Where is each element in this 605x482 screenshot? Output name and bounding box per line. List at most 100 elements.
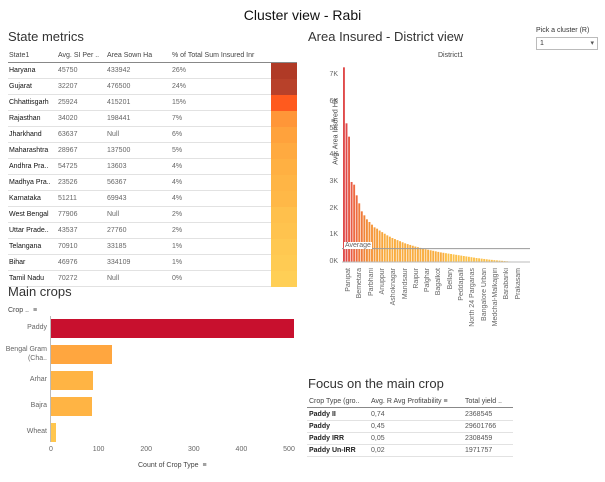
crop-bar[interactable] <box>51 423 56 442</box>
district-bar[interactable] <box>501 260 503 262</box>
district-bar[interactable] <box>493 260 496 262</box>
district-bar[interactable] <box>439 252 442 262</box>
district-bar[interactable] <box>465 256 468 262</box>
district-bar[interactable] <box>483 258 486 262</box>
district-bar[interactable] <box>358 203 361 262</box>
district-bar[interactable] <box>396 240 399 262</box>
district-bar[interactable] <box>345 123 348 262</box>
crop-bar[interactable] <box>51 397 92 416</box>
state-row[interactable]: Rajasthan 34020 198441 7% <box>8 111 271 127</box>
district-bar[interactable] <box>350 182 353 262</box>
crop-bar[interactable] <box>51 345 112 364</box>
state-row[interactable]: Jharkhand 63637 Null 6% <box>8 127 271 143</box>
crop-bar[interactable] <box>51 319 294 338</box>
district-bar[interactable] <box>363 215 366 262</box>
district-bar[interactable] <box>457 255 460 262</box>
district-bar[interactable] <box>445 253 447 262</box>
district-bar[interactable] <box>414 246 417 262</box>
district-bar[interactable] <box>447 253 450 262</box>
state-row[interactable]: Tamil Nadu 70272 Null 0% <box>8 271 271 287</box>
sort-icon[interactable]: ≡ <box>331 118 336 125</box>
heat-cell[interactable] <box>271 255 297 271</box>
district-bar[interactable] <box>429 250 432 262</box>
district-bar[interactable] <box>490 259 493 262</box>
district-bar[interactable] <box>383 233 386 262</box>
district-bar[interactable] <box>427 249 430 262</box>
state-row[interactable]: Haryana 45750 433942 26% <box>8 63 271 79</box>
focus-col-total-yield[interactable]: Total yield .. <box>465 398 502 405</box>
district-bar[interactable] <box>442 252 445 262</box>
district-bar[interactable] <box>437 251 440 262</box>
heat-cell[interactable] <box>271 127 297 143</box>
district-bar[interactable] <box>411 245 414 262</box>
col-header-area-sown[interactable]: Area Sown Ha <box>107 52 153 59</box>
district-bar[interactable] <box>365 219 368 262</box>
district-bar[interactable] <box>376 228 379 262</box>
district-bar[interactable] <box>496 260 498 262</box>
district-bar[interactable] <box>452 254 455 262</box>
district-bar[interactable] <box>478 258 481 262</box>
district-bar[interactable] <box>424 249 427 262</box>
district-bar[interactable] <box>343 67 345 262</box>
focus-col-crop-type[interactable]: Crop Type (gro.. <box>309 398 360 405</box>
state-row[interactable]: Chhattisgarh 25924 415201 15% <box>8 95 271 111</box>
district-bar[interactable] <box>394 239 396 262</box>
district-bar[interactable] <box>470 257 473 262</box>
district-bar[interactable] <box>432 250 435 262</box>
district-bar[interactable] <box>399 241 401 262</box>
focus-row[interactable]: Paddy Un-IRR 0,02 1971757 <box>307 445 513 457</box>
district-bar[interactable] <box>391 238 394 262</box>
state-row[interactable]: Andhra Pra.. 54725 13603 4% <box>8 159 271 175</box>
state-row[interactable]: Karnataka 51211 69943 4% <box>8 191 271 207</box>
district-bar[interactable] <box>381 232 384 262</box>
district-bar[interactable] <box>462 256 465 262</box>
col-header-state[interactable]: State1 <box>9 52 30 59</box>
district-bar[interactable] <box>455 254 458 262</box>
heat-cell[interactable] <box>271 271 297 287</box>
heat-cell[interactable] <box>271 95 297 111</box>
district-bar[interactable] <box>480 258 483 262</box>
heat-cell[interactable] <box>271 111 297 127</box>
district-bar[interactable] <box>473 257 475 262</box>
district-bar[interactable] <box>401 242 404 262</box>
district-bar[interactable] <box>416 247 419 262</box>
heat-cell[interactable] <box>271 207 297 223</box>
district-bar[interactable] <box>406 244 409 262</box>
focus-row[interactable]: Paddy IRR 0,05 2308459 <box>307 433 513 445</box>
crop-bar[interactable] <box>51 371 93 390</box>
district-bar[interactable] <box>450 254 452 262</box>
district-bar[interactable] <box>460 255 463 262</box>
heat-cell[interactable] <box>271 175 297 191</box>
state-row[interactable]: Maharashtra 28967 137500 5% <box>8 143 271 159</box>
district-bar[interactable] <box>378 230 381 262</box>
district-bar[interactable] <box>373 227 376 262</box>
focus-row[interactable]: Paddy 0,45 29601766 <box>307 421 513 433</box>
col-header-avg-si[interactable]: Avg. SI Per .. <box>58 52 100 59</box>
focus-col-profitability[interactable]: Avg. R Avg Profitability ≡ <box>371 398 448 405</box>
district-bar[interactable] <box>360 211 363 262</box>
state-row[interactable]: West Bengal 77906 Null 2% <box>8 207 271 223</box>
heat-cell[interactable] <box>271 143 297 159</box>
district-bar[interactable] <box>388 236 391 262</box>
focus-row[interactable]: Paddy II 0,74 2368545 <box>307 409 513 421</box>
heat-cell[interactable] <box>271 223 297 239</box>
heat-cell[interactable] <box>271 63 297 79</box>
district-bar[interactable] <box>371 224 373 262</box>
cluster-picker-select[interactable]: 1 ▾ <box>536 37 598 50</box>
district-bar[interactable] <box>409 244 412 262</box>
state-row[interactable]: Madhya Pra.. 23526 56367 4% <box>8 175 271 191</box>
district-bar[interactable] <box>419 247 422 262</box>
heat-cell[interactable] <box>271 239 297 255</box>
district-bar[interactable] <box>498 260 501 262</box>
district-bar[interactable] <box>434 251 437 262</box>
state-row[interactable]: Gujarat 32207 476500 24% <box>8 79 271 95</box>
district-bar[interactable] <box>475 258 478 262</box>
col-header-pct-insured[interactable]: % of Total Sum Insured Inr <box>172 52 255 59</box>
district-bar[interactable] <box>355 195 358 262</box>
district-bar[interactable] <box>485 259 488 262</box>
district-bar[interactable] <box>353 184 356 262</box>
district-bar[interactable] <box>404 243 407 262</box>
district-bar[interactable] <box>467 256 470 262</box>
heat-cell[interactable] <box>271 191 297 207</box>
crop-row-header[interactable]: Crop .. ≡ <box>8 307 37 314</box>
